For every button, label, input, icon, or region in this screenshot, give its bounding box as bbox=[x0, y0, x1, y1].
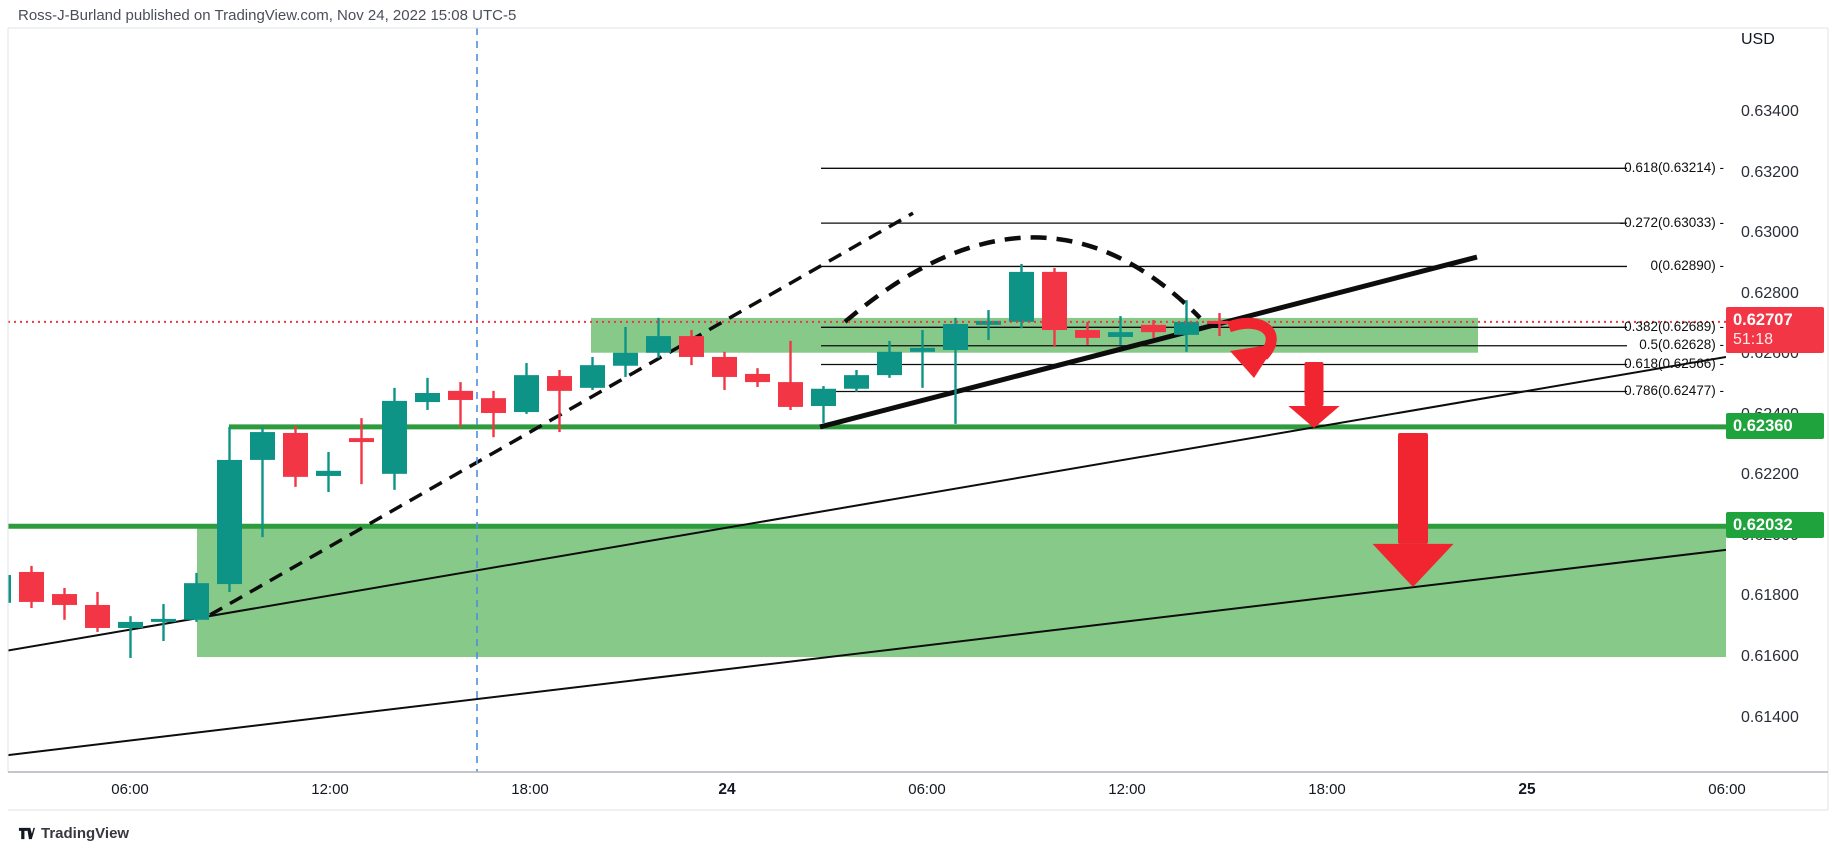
fib-level-label: -0.272(0.63033) - bbox=[1619, 214, 1724, 230]
price-tick: 0.61800 bbox=[1741, 587, 1799, 605]
price-tick: 0.61600 bbox=[1741, 648, 1799, 666]
candle bbox=[283, 426, 308, 487]
tradingview-logo-icon bbox=[18, 827, 35, 840]
candle bbox=[19, 565, 44, 608]
time-tick: 12:00 bbox=[311, 781, 349, 798]
candle bbox=[877, 340, 902, 378]
candle bbox=[811, 386, 836, 423]
candle bbox=[514, 363, 539, 414]
support-zone-1 bbox=[591, 317, 1478, 353]
candle bbox=[547, 369, 572, 433]
candle bbox=[415, 377, 440, 410]
candle bbox=[712, 351, 737, 390]
candle bbox=[679, 330, 704, 366]
candle bbox=[1141, 320, 1166, 338]
time-tick: 24 bbox=[718, 781, 736, 798]
candle bbox=[613, 326, 638, 377]
candle bbox=[118, 616, 143, 658]
fib-level-label: 0.5(0.62628) - bbox=[1639, 337, 1724, 353]
candle bbox=[646, 317, 671, 359]
price-tick: 0.63200 bbox=[1741, 163, 1799, 181]
thin-rising-trendline-upper bbox=[8, 355, 1726, 652]
fib-level-label: 0.786(0.62477) - bbox=[1624, 382, 1724, 398]
time-tick: 06:00 bbox=[1708, 781, 1746, 798]
candle bbox=[8, 574, 11, 603]
candle bbox=[448, 382, 473, 427]
price-axis-currency-label: USD bbox=[1741, 31, 1775, 48]
candle bbox=[349, 418, 374, 485]
time-tick: 12:00 bbox=[1108, 781, 1146, 798]
thin-rising-trendline-lower bbox=[8, 548, 1726, 757]
candle bbox=[976, 310, 1001, 341]
dashed-dome-curve bbox=[843, 235, 1202, 324]
candle bbox=[778, 340, 803, 410]
tradingview-brand-label: TradingView bbox=[41, 825, 130, 842]
bar-countdown: 51:18 bbox=[1733, 330, 1774, 348]
candle bbox=[382, 387, 407, 490]
candle bbox=[151, 604, 176, 641]
candle bbox=[745, 368, 770, 387]
candle bbox=[1174, 300, 1199, 352]
time-tick: 18:00 bbox=[511, 781, 549, 798]
tradingview-brand: TradingView bbox=[18, 825, 129, 842]
candle bbox=[85, 591, 110, 632]
big-down-arrow bbox=[1372, 433, 1454, 587]
candle bbox=[481, 390, 506, 438]
candle bbox=[52, 588, 77, 620]
candle bbox=[1042, 267, 1067, 347]
support-zone-2 bbox=[197, 526, 1726, 658]
candle bbox=[1009, 264, 1034, 329]
curl-down-arrow-head bbox=[1230, 344, 1276, 378]
fib-level-label: 0.382(0.62689) - bbox=[1624, 318, 1724, 334]
candle bbox=[250, 426, 275, 538]
fib-level-label: 0(0.62890) - bbox=[1650, 257, 1724, 273]
price-tick: 0.62800 bbox=[1741, 284, 1799, 302]
time-tick: 06:00 bbox=[908, 781, 946, 798]
fib-level-label: 0.618(0.62566) - bbox=[1624, 356, 1724, 372]
candle bbox=[1207, 313, 1232, 337]
small-down-arrow bbox=[1288, 362, 1340, 428]
price-tick: 0.63000 bbox=[1741, 224, 1799, 242]
support-level-badge-1: 0.62360 bbox=[1726, 412, 1824, 439]
fib-level-label: -0.618(0.63214) - bbox=[1619, 159, 1724, 175]
price-tick: 0.63400 bbox=[1741, 103, 1799, 120]
dashed-rising-trendline bbox=[209, 211, 914, 617]
support-level-badge-2: 0.62032 bbox=[1726, 512, 1824, 539]
candle bbox=[1075, 321, 1100, 345]
candle bbox=[910, 330, 935, 388]
candle bbox=[943, 317, 968, 424]
candle bbox=[316, 452, 341, 493]
current-price-badge: 0.62707 51:18 bbox=[1726, 306, 1824, 353]
plot-area bbox=[8, 28, 1726, 772]
current-price-value: 0.62707 bbox=[1733, 310, 1793, 329]
price-tick: 0.61400 bbox=[1741, 708, 1799, 726]
time-tick: 06:00 bbox=[111, 781, 149, 798]
time-tick: 18:00 bbox=[1308, 781, 1346, 798]
price-tick: 0.62200 bbox=[1741, 466, 1799, 484]
candle bbox=[217, 426, 242, 592]
publish-attribution: Ross-J-Burland published on TradingView.… bbox=[18, 7, 517, 24]
time-tick: 25 bbox=[1518, 781, 1536, 798]
candle bbox=[1108, 316, 1133, 345]
candle bbox=[844, 369, 869, 392]
thick-rising-trendline bbox=[819, 254, 1478, 430]
candle bbox=[184, 572, 209, 622]
candle bbox=[580, 356, 605, 390]
